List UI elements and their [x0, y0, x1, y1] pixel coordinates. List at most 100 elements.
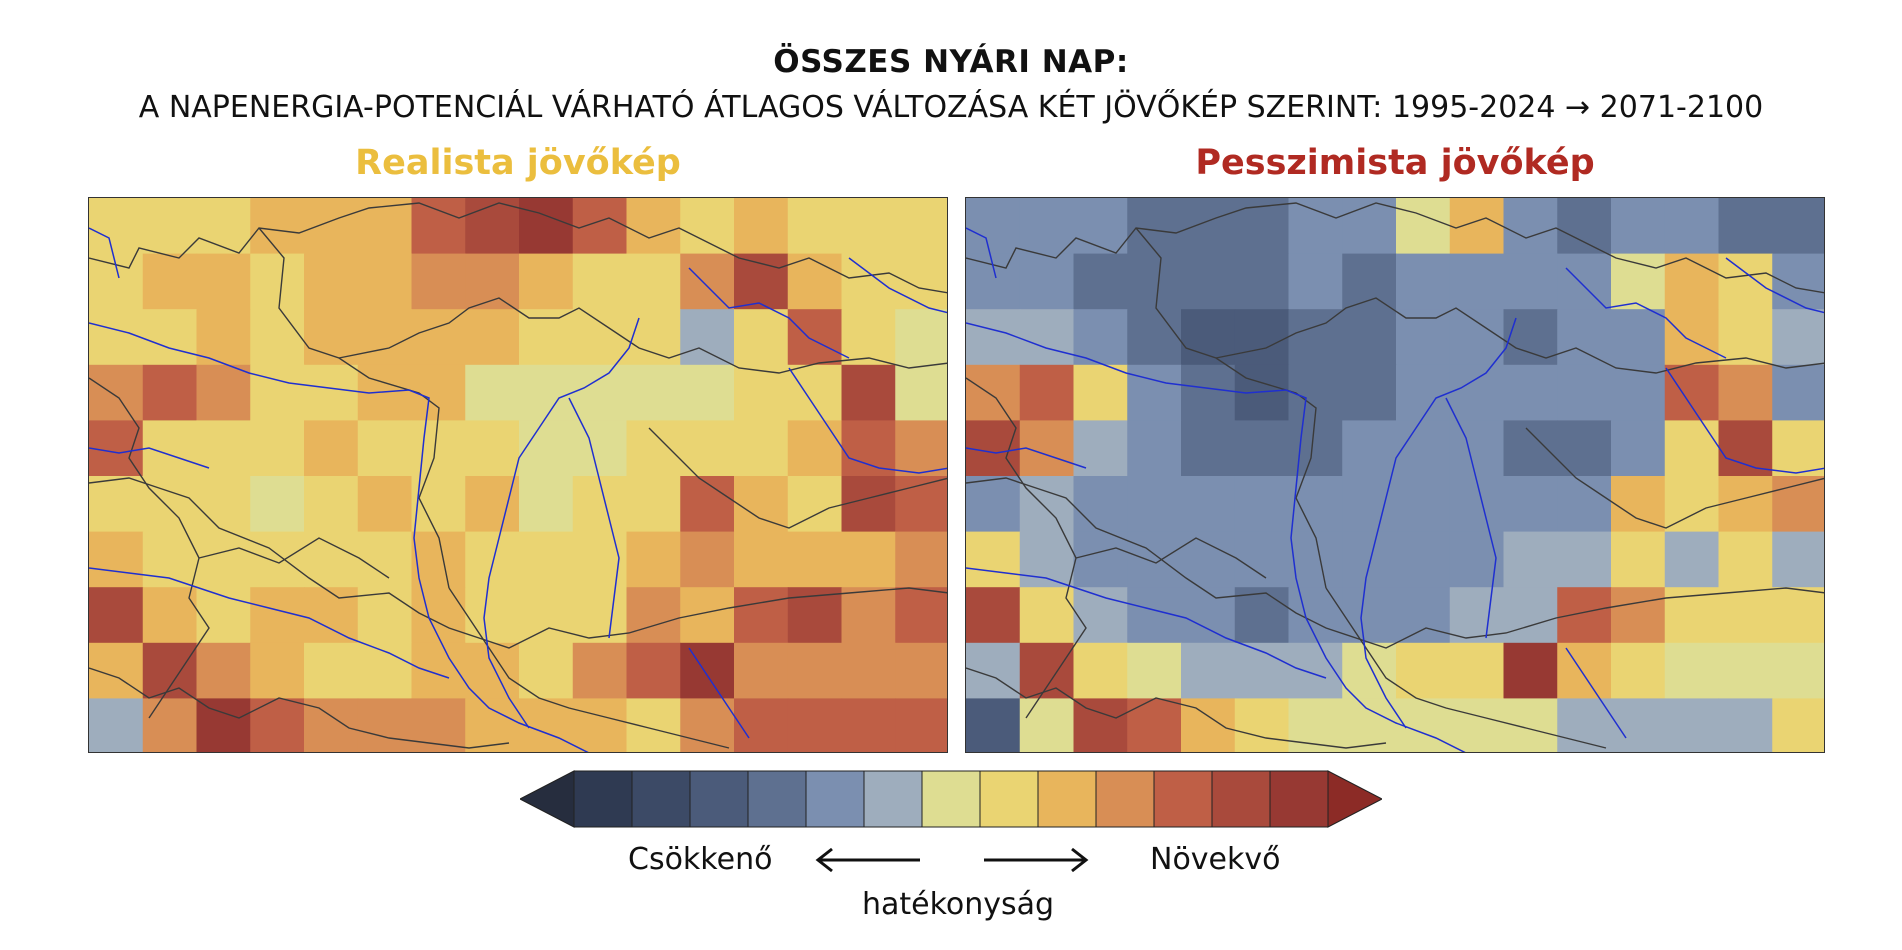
heatmap-cell	[841, 698, 896, 752]
arrow-right-icon	[984, 847, 1089, 873]
heatmap-cell	[304, 642, 359, 699]
heatmap-cell	[1073, 476, 1128, 533]
border-line	[89, 667, 510, 749]
heatmap-cell	[465, 476, 520, 533]
heatmap-cell	[1503, 420, 1558, 477]
heatmap-pessimistic	[966, 198, 1824, 752]
heatmap-cell	[1664, 253, 1720, 310]
heatmap-cell	[1396, 364, 1451, 421]
heatmap-cell	[1181, 698, 1236, 752]
heatmap-cell	[357, 587, 413, 644]
heatmap-cell	[895, 531, 947, 588]
heatmap-cell	[680, 364, 735, 421]
border-line	[1325, 587, 1607, 749]
heatmap-cell	[734, 642, 789, 699]
heatmap-cell	[357, 253, 413, 310]
heatmap-cell	[1396, 587, 1451, 644]
heatmap-cell	[1718, 698, 1773, 752]
heatmap-cell	[1342, 253, 1397, 310]
heatmap-cell	[895, 420, 947, 477]
heatmap-cell	[1127, 198, 1182, 255]
heatmap-cell	[1073, 364, 1128, 421]
heatmap-cell	[250, 253, 305, 310]
heatmap-cell	[1396, 642, 1451, 699]
heatmap-cell	[1288, 198, 1343, 255]
heatmap-cell	[519, 531, 574, 588]
heatmap-cell	[1718, 476, 1773, 533]
heatmap-cell	[1127, 364, 1182, 421]
river-line	[1565, 647, 1627, 739]
heatmap-cell	[572, 476, 628, 533]
colorbar-bin	[1037, 770, 1097, 828]
heatmap-cell	[1396, 420, 1451, 477]
heatmap-cell	[680, 253, 735, 310]
heatmap-cell	[196, 253, 251, 310]
heatmap-cell	[1396, 198, 1451, 255]
colorbar-bin	[1269, 770, 1329, 828]
heatmap-cell	[465, 420, 520, 477]
heatmap-cell	[895, 698, 947, 752]
heatmap-cell	[841, 476, 896, 533]
heatmap-cell	[734, 531, 789, 588]
heatmap-cell	[787, 642, 843, 699]
heatmap-cell	[841, 253, 896, 310]
heatmap-cell	[250, 642, 305, 699]
heatmap-cell	[1718, 531, 1773, 588]
heatmap-cell	[250, 309, 305, 366]
river-line	[788, 367, 947, 474]
heatmap-cell	[1772, 253, 1824, 310]
heatmap-cell	[1127, 531, 1182, 588]
heatmap-cell	[142, 642, 198, 699]
heatmap-cell	[250, 364, 305, 421]
heatmap-cell	[626, 531, 681, 588]
heatmap-cell	[895, 253, 947, 310]
river-line	[568, 397, 620, 639]
border-line	[1075, 537, 1267, 579]
heatmap-cell	[1127, 476, 1182, 533]
heatmap-cell	[572, 253, 628, 310]
heatmap-cell	[1503, 587, 1558, 644]
heatmap-cell	[1288, 309, 1343, 366]
colorbar-bin	[921, 770, 981, 828]
heatmap-cell	[1664, 309, 1720, 366]
border-line	[89, 477, 947, 649]
heatmap-cell	[519, 642, 574, 699]
heatmap-cell	[626, 309, 681, 366]
legend-decreasing-label: Csökkenő	[628, 842, 773, 877]
heatmap-cell	[1342, 309, 1397, 366]
heatmap-cell	[626, 642, 681, 699]
heatmap-cell	[1073, 642, 1128, 699]
heatmap-cell	[1664, 420, 1720, 477]
heatmap-cell	[1503, 198, 1558, 255]
river-line	[89, 227, 120, 279]
heatmap-cell	[1664, 531, 1720, 588]
pessimistic-cells	[966, 198, 1824, 752]
heatmap-cell	[1288, 476, 1343, 533]
heatmap-cell	[89, 420, 144, 477]
river-line	[1360, 317, 1517, 729]
heatmap-cell	[1234, 531, 1290, 588]
heatmap-cell	[142, 253, 198, 310]
heatmap-cell	[1396, 531, 1451, 588]
border-line	[966, 377, 1087, 719]
map-realistic	[88, 197, 948, 753]
realistic-cells	[89, 198, 947, 752]
heatmap-cell	[1503, 309, 1558, 366]
heatmap-cell	[1019, 642, 1075, 699]
colorbar-bin	[631, 770, 691, 828]
colorbar-bin	[1095, 770, 1155, 828]
heatmap-cell	[626, 364, 681, 421]
heatmap-cell	[89, 309, 144, 366]
legend-axis-label: hatékonyság	[862, 887, 1055, 922]
colorbar-extend-max	[1327, 770, 1382, 828]
heatmap-cell	[1234, 698, 1290, 752]
heatmap-cell	[572, 198, 628, 255]
heatmap-cell	[465, 198, 520, 255]
river-line	[89, 447, 210, 469]
heatmap-cell	[1718, 420, 1773, 477]
heatmap-cell	[966, 476, 1021, 533]
heatmap-cell	[411, 309, 466, 366]
border-line	[966, 202, 1824, 294]
colorbar-bin	[863, 770, 923, 828]
heatmap-cell	[465, 698, 520, 752]
